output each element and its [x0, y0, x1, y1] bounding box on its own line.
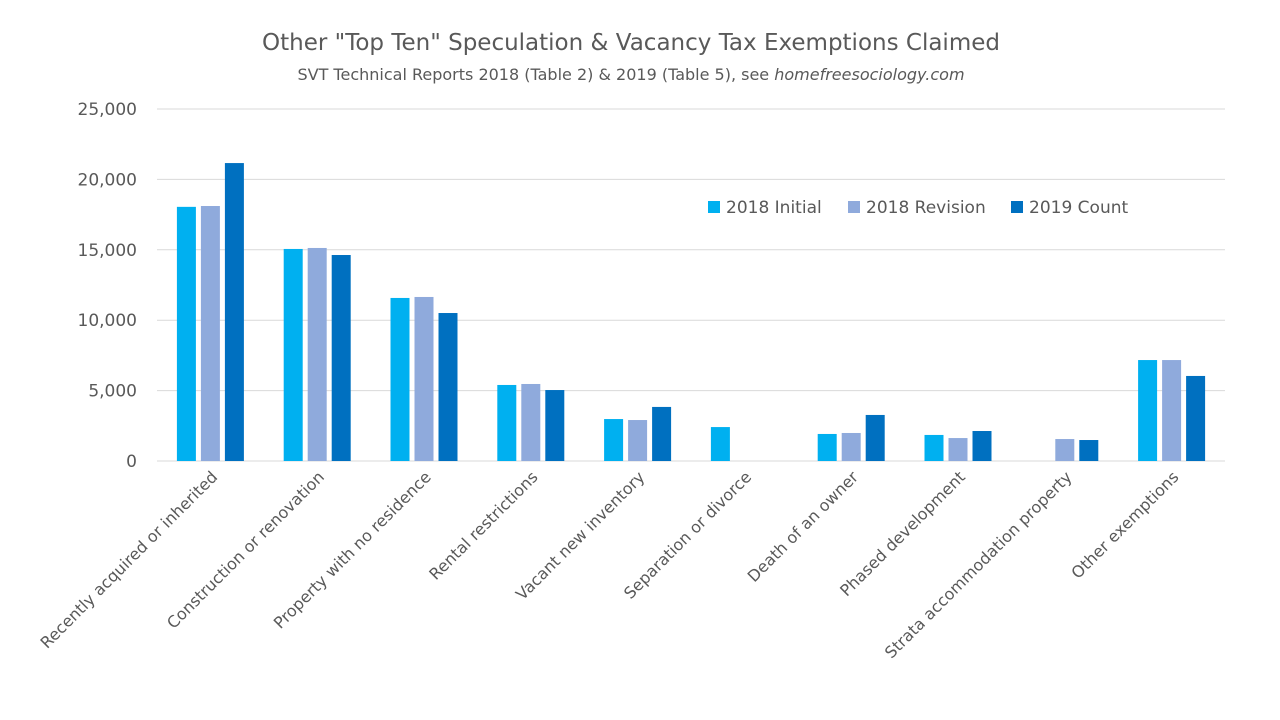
bar-2018-revision	[200, 206, 220, 461]
chart-subtitle: SVT Technical Reports 2018 (Table 2) & 2…	[0, 65, 1262, 84]
x-tick-label: Rental restrictions	[425, 467, 541, 583]
bar-2018-initial	[1138, 360, 1158, 461]
legend: 2018 Initial 2018 Revision 2019 Count	[708, 198, 1128, 218]
bar-2019-count	[438, 313, 458, 461]
legend-swatch	[708, 201, 720, 213]
bar-2019-count	[224, 163, 244, 461]
bar-2018-revision	[414, 296, 434, 461]
bar-2019-count	[865, 414, 885, 461]
y-tick-label: 5,000	[88, 382, 137, 402]
legend-swatch	[848, 201, 860, 213]
legend-label: 2019 Count	[1029, 198, 1128, 218]
y-tick-label: 20,000	[78, 170, 137, 190]
bar-2018-initial	[817, 433, 837, 461]
y-tick-label: 0	[126, 452, 137, 472]
bar-2018-initial	[604, 419, 624, 461]
bar-2018-revision	[1055, 439, 1075, 461]
bar-2018-revision	[521, 383, 541, 461]
bar-2018-initial	[710, 427, 730, 461]
y-tick-label: 25,000	[78, 100, 137, 120]
bar-2019-count	[972, 431, 992, 461]
legend-label: 2018 Initial	[726, 198, 822, 218]
bar-2018-revision	[307, 247, 327, 461]
legend-label: 2018 Revision	[866, 198, 986, 218]
legend-swatch	[1011, 201, 1023, 213]
bar-2019-count	[652, 406, 672, 461]
x-tick-label: Death of an owner	[744, 467, 863, 586]
bar-2018-initial	[176, 206, 196, 461]
x-axis-labels: Recently acquired or inheritedConstructi…	[36, 467, 1182, 662]
x-tick-label: Recently acquired or inherited	[36, 467, 221, 652]
x-tick-label: Strata accommodation property	[881, 467, 1076, 662]
subtitle-website: homefreesociology.com	[774, 65, 965, 84]
bar-2018-initial	[924, 434, 944, 461]
bar-2018-initial	[283, 248, 303, 461]
y-tick-label: 10,000	[78, 311, 137, 331]
bar-2018-revision	[841, 432, 861, 461]
y-axis-ticks: 0 5,000 10,000 15,000 20,000 25,000	[78, 100, 137, 472]
bars	[176, 163, 1206, 461]
bar-2018-revision	[948, 438, 968, 461]
bar-2018-initial	[390, 297, 410, 461]
bar-2018-initial	[497, 384, 517, 461]
bar-2018-revision	[628, 420, 648, 461]
bar-2019-count	[1186, 375, 1206, 461]
chart-title: Other "Top Ten" Speculation & Vacancy Ta…	[262, 30, 1000, 56]
bar-2019-count	[331, 255, 351, 461]
y-tick-label: 15,000	[78, 241, 137, 261]
subtitle-text: SVT Technical Reports 2018 (Table 2) & 2…	[297, 65, 775, 84]
bar-2019-count	[545, 390, 565, 461]
bar-2019-count	[1079, 440, 1099, 461]
x-tick-label: Other exemptions	[1067, 467, 1182, 582]
bar-2018-revision	[1162, 360, 1182, 461]
